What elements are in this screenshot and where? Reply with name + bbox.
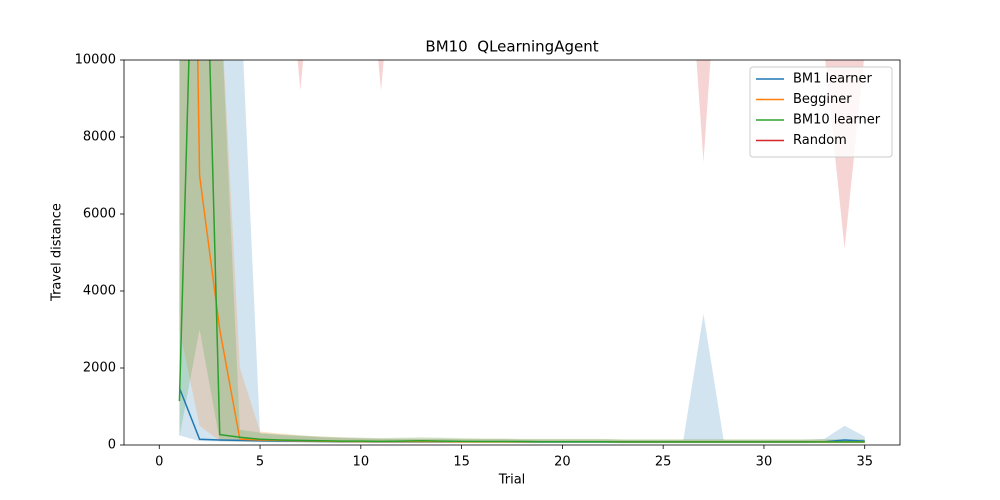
y-tick-label: 10000 (75, 53, 116, 68)
legend-label: BM1 learner (793, 72, 872, 87)
bands (179, 60, 865, 444)
y-tick-label: 4000 (83, 284, 116, 299)
x-tick-label: 15 (453, 455, 470, 470)
x-axis-label: Trial (498, 473, 526, 488)
axes: 0 5 10 15 20 25 30 35 0 2000 4000 6000 8000 10000 (75, 53, 901, 470)
chart-title: BM10 QLearningAgent (425, 38, 598, 56)
y-axis-label: Travel distance (50, 203, 65, 302)
y-tick-label: 2000 (83, 361, 116, 376)
confidence-band (179, 60, 865, 444)
x-tick-label: 0 (155, 455, 163, 470)
x-tick-label: 20 (554, 455, 571, 470)
confidence-band (179, 60, 865, 444)
y-tick-label: 8000 (83, 130, 116, 145)
legend-label: Random (793, 133, 847, 148)
x-tick-label: 35 (856, 455, 873, 470)
legend-label: BM10 learner (793, 113, 881, 128)
y-tick-label: 0 (108, 438, 116, 453)
y-tick-label: 6000 (83, 207, 116, 222)
x-tick-label: 5 (256, 455, 264, 470)
series-line (178, 60, 865, 443)
x-tick-label: 30 (756, 455, 773, 470)
legend: BM1 learner Begginer BM10 learner Random (749, 66, 893, 158)
plot-frame (123, 59, 901, 446)
x-tick-label: 10 (353, 455, 370, 470)
lines (178, 60, 865, 443)
x-tick-label: 25 (655, 455, 672, 470)
legend-label: Begginer (793, 92, 852, 107)
legend-box (749, 66, 893, 158)
